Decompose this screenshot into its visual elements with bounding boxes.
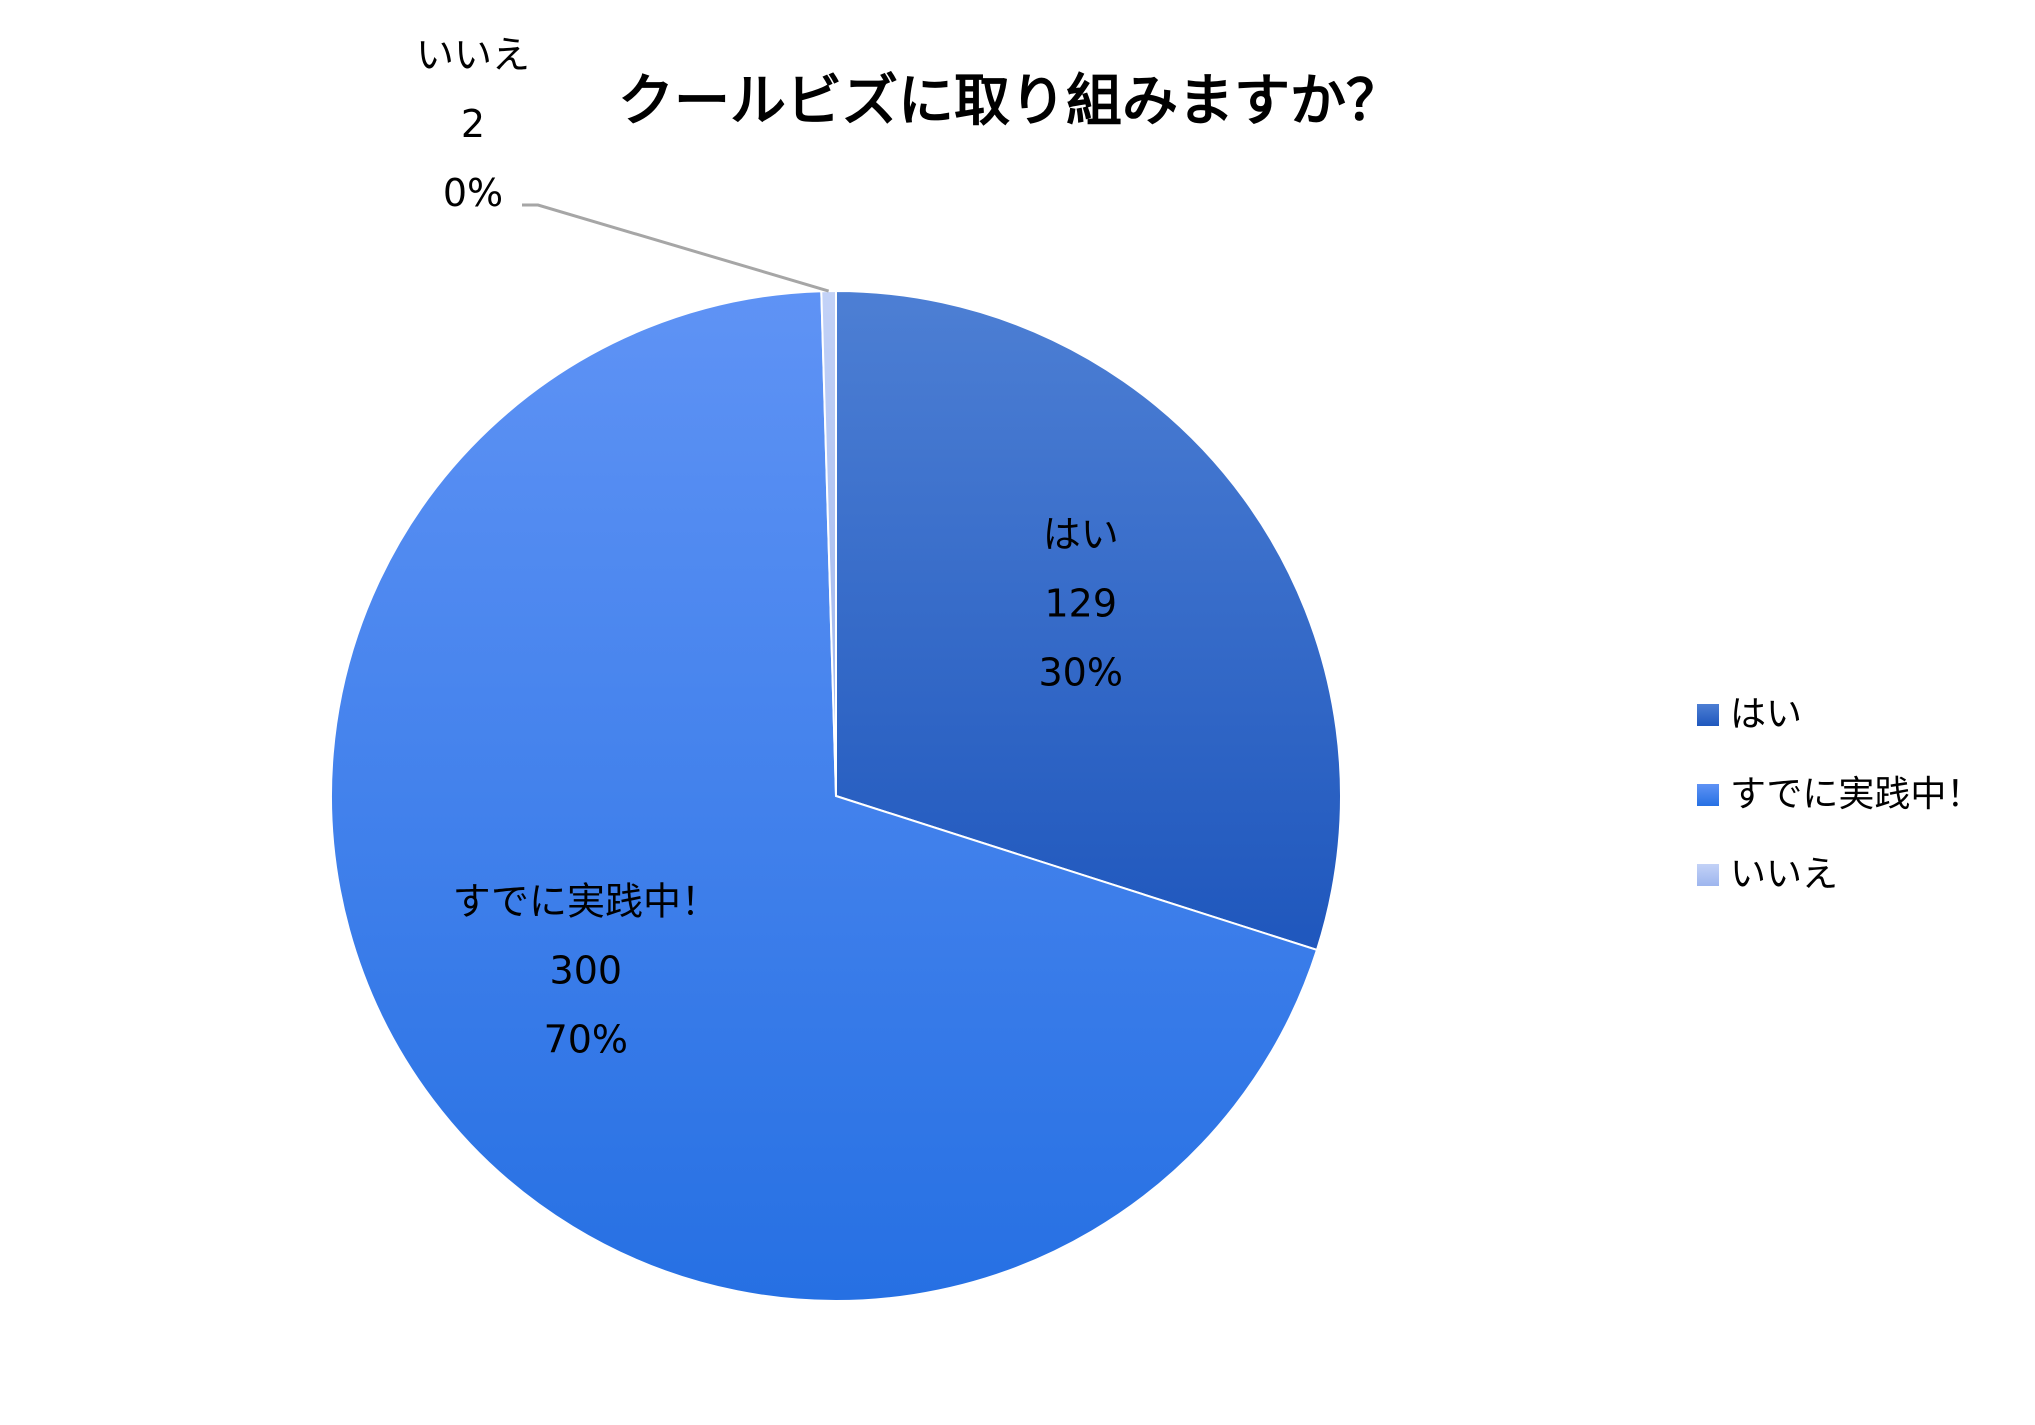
legend-swatch: [1697, 784, 1719, 806]
slice-0: [835, 289, 1342, 952]
legend-label: すでに実践中！: [1730, 774, 1982, 815]
data-label-percent: 70%: [544, 1017, 628, 1061]
data-label-value: 129: [1044, 581, 1117, 625]
data-label-category: すでに実践中！: [453, 879, 719, 923]
data-label-category: はい: [1043, 512, 1119, 556]
leader-line: [522, 203, 830, 293]
chart-title: クールビズに取り組みますか？: [618, 69, 1402, 134]
pie-slices: [330, 289, 1342, 1303]
data-label-percent: 0%: [443, 171, 503, 215]
data-labels: はい 129 30% すでに実践中！ 300 70% いいえ 2 0%: [416, 33, 1123, 1061]
legend-swatch: [1697, 864, 1719, 886]
data-label-category: いいえ: [416, 33, 530, 77]
data-label-percent: 30%: [1039, 650, 1123, 694]
data-label-value: 2: [461, 102, 485, 146]
legend-label: いいえ: [1730, 854, 1838, 895]
data-label-value: 300: [550, 948, 623, 992]
legend-swatch: [1697, 704, 1719, 726]
slice-1: [330, 290, 1319, 1303]
legend-label: はい: [1730, 694, 1802, 735]
